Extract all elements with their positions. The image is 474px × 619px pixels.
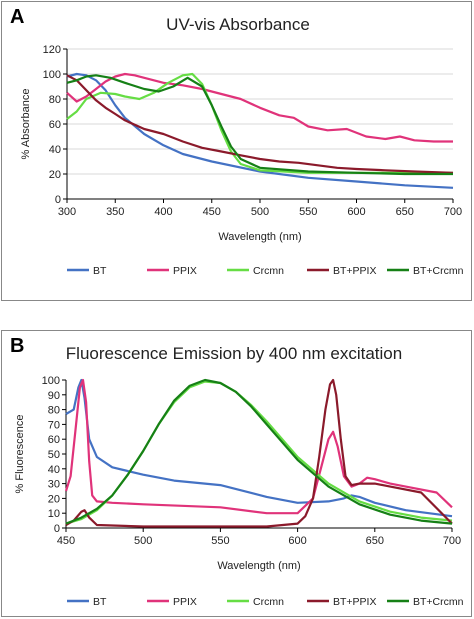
x-tick-label: 600 [347,206,365,218]
x-tick-label: 700 [444,206,462,218]
x-tick-label: 650 [366,535,384,547]
x-tick-label: 550 [211,535,229,547]
x-tick-label: 500 [134,535,152,547]
x-axis-label: Wavelength (nm) [218,231,301,243]
y-tick-label: 50 [48,449,60,461]
y-tick-label: 0 [54,523,60,535]
y-tick-label: 90 [48,390,60,402]
legend-label-bt: BT [93,265,107,277]
series-line-bt-ppix [66,74,454,174]
legend-label-ppix: PPIX [173,265,197,277]
x-tick-label: 550 [299,206,317,218]
series-line-bt [65,378,453,518]
x-tick-label: 700 [443,535,461,547]
x-tick-label: 650 [396,206,414,218]
chart-panel-b: B Fluorescence Emission by 400 nm excita… [1,330,472,617]
x-tick-label: 500 [251,206,269,218]
y-tick-label: 40 [48,464,60,476]
legend-label-crcmn: Crcmn [253,596,284,608]
series-line-bt-crcmn [66,74,453,176]
series-line-ppix [64,378,453,515]
legend-label-crcmn: Crcmn [253,265,284,277]
y-tick-label: 0 [55,194,61,206]
series-line-bt [66,72,454,189]
series-line-bt-ppix [65,378,453,528]
x-tick-label: 400 [154,206,172,218]
y-tick-label: 100 [43,69,61,81]
x-tick-label: 450 [203,206,221,218]
panel-b-label: B [10,335,25,357]
y-tick-label: 80 [49,94,61,106]
y-tick-label: 60 [49,119,61,131]
series-line-bt-crcmn [65,378,453,525]
y-axis-label: % Fluorescence [14,415,26,494]
series-line-ppix [66,72,453,143]
x-tick-label: 450 [57,535,75,547]
y-tick-label: 30 [48,479,60,491]
panel-a-label: A [10,6,25,28]
y-tick-label: 40 [49,144,61,156]
y-tick-label: 20 [48,493,60,505]
legend-label-bt-ppix: BT+PPIX [333,596,376,608]
x-tick-label: 350 [106,206,124,218]
y-tick-label: 100 [42,375,60,387]
y-tick-label: 10 [48,508,60,520]
legend-label-bt-crcmn: BT+Crcmn [413,265,464,277]
legend-label-ppix: PPIX [173,596,197,608]
chart-panel-a: A UV-vis Absorbance 300 350 400 450 500 550 600… [1,1,472,301]
x-tick-label: 300 [58,206,76,218]
x-axis-label: Wavelength (nm) [217,560,300,572]
legend-label-bt-crcmn: BT+Crcmn [413,596,464,608]
legend-label-bt: BT [93,596,107,608]
series-line-crcmn [66,72,453,174]
chart-title: UV-vis Absorbance [166,15,310,34]
y-tick-label: 70 [48,419,60,431]
y-tick-label: 120 [43,44,61,56]
y-axis-label: % Absorbance [20,89,32,160]
legend-label-bt-ppix: BT+PPIX [333,265,376,277]
fluorescence-chart: Fluorescence Emission by 400 nm excitati… [14,344,464,608]
chart-title: Fluorescence Emission by 400 nm excitati… [66,344,402,363]
y-tick-label: 60 [48,434,60,446]
x-tick-label: 600 [288,535,306,547]
y-tick-label: 20 [49,169,61,181]
y-tick-label: 80 [48,405,60,417]
